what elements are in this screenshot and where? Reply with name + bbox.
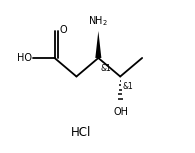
Polygon shape — [95, 31, 101, 58]
Text: &1: &1 — [122, 82, 133, 91]
Text: O: O — [60, 25, 67, 35]
Text: NH$_2$: NH$_2$ — [88, 14, 108, 28]
Text: OH: OH — [113, 107, 129, 117]
Text: HO: HO — [17, 53, 32, 63]
Text: HCl: HCl — [71, 126, 92, 139]
Text: &1: &1 — [100, 64, 111, 73]
